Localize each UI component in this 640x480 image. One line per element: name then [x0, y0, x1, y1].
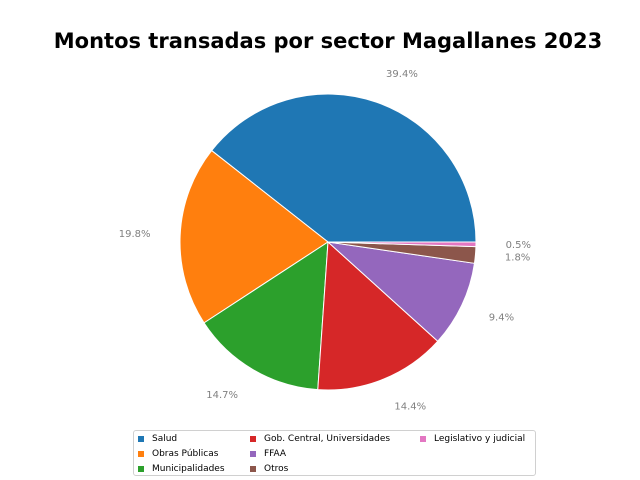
- pie-slice-2: [203, 241, 329, 391]
- pie-label-2: 14.7%: [206, 390, 238, 401]
- legend-label-1: Obras Públicas: [152, 449, 219, 459]
- legend-item-3: Gob. Central, Universidades: [250, 432, 390, 446]
- legend-label-6: Legislativo y judicial: [434, 434, 526, 444]
- pie-label-1: 19.8%: [119, 229, 151, 240]
- legend-swatch-0: [138, 436, 144, 442]
- legend-item-0: Salud: [138, 432, 177, 446]
- legend-item-4: FFAA: [250, 447, 286, 461]
- legend-label-2: Municipalidades: [152, 464, 225, 474]
- legend-swatch-4: [250, 451, 256, 457]
- legend-item-5: Otros: [250, 462, 288, 476]
- legend-swatch-1: [138, 451, 144, 457]
- legend-item-6: Legislativo y judicial: [420, 432, 525, 446]
- pie-slice-3: [317, 241, 439, 391]
- pie-label-6: 0.5%: [506, 240, 531, 251]
- pie-label-4: 9.4%: [489, 313, 514, 324]
- legend-label-5: Otros: [264, 464, 289, 474]
- chart-title: Montos transadas por sector Magallanes 2…: [53, 29, 603, 53]
- pie-label-5: 1.8%: [505, 253, 530, 264]
- legend-label-3: Gob. Central, Universidades: [264, 434, 391, 444]
- pie-slice-6: [327, 241, 477, 248]
- pie-slices: [179, 93, 477, 391]
- legend-item-1: Obras Públicas: [138, 447, 218, 461]
- legend-swatch-2: [138, 466, 144, 472]
- pie-slice-4: [327, 241, 475, 342]
- pie-label-0: 39.4%: [386, 69, 418, 80]
- pie-labels: 39.4% 19.8% 14.7% 14.4% 9.4% 1.8% 0.5%: [119, 69, 531, 413]
- pie-slice-1: [179, 150, 329, 324]
- pie-label-3: 14.4%: [394, 402, 426, 413]
- legend-item-2: Municipalidades: [138, 462, 225, 476]
- legend-swatch-5: [250, 466, 256, 472]
- legend-label-0: Salud: [152, 434, 178, 444]
- legend-swatch-6: [420, 436, 426, 442]
- legend: Salud Obras Públicas Municipalidades Gob. C…: [133, 430, 536, 476]
- pie-slice-0: [211, 93, 477, 243]
- legend-swatch-3: [250, 436, 256, 442]
- legend-label-4: FFAA: [264, 449, 287, 459]
